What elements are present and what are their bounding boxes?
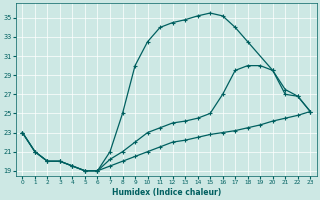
- X-axis label: Humidex (Indice chaleur): Humidex (Indice chaleur): [112, 188, 221, 197]
